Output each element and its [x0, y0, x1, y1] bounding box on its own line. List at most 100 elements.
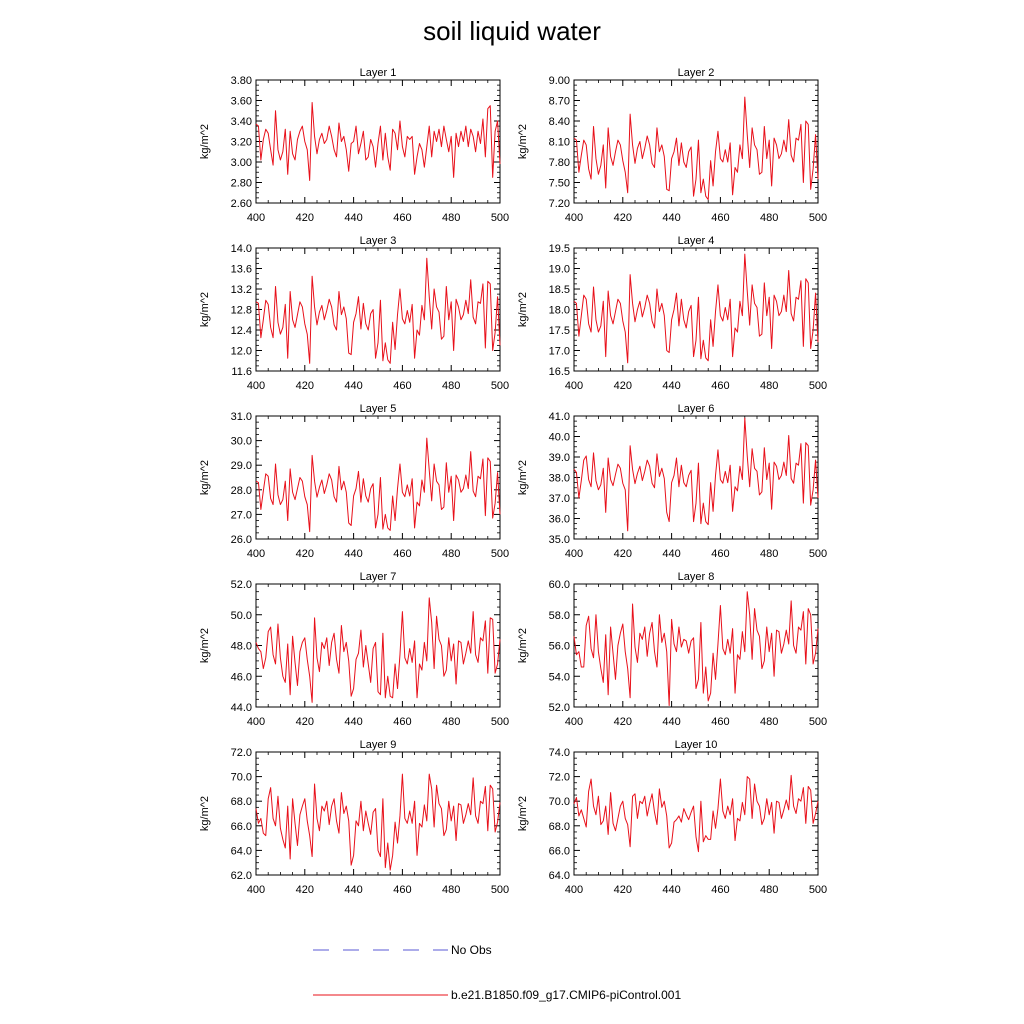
layer-3-panel: Layer 3 11.6 12.0 12.4 12.8 13.2 13.6 14.0 400 42… [199, 235, 509, 392]
layer-2-xtick-label: 420 [614, 212, 632, 224]
layer-8-ytick-label: 52.0 [549, 702, 570, 714]
layer-9-xtick-label: 480 [442, 884, 460, 896]
layer-6-ytick-label: 38.0 [549, 473, 570, 485]
layer-1-ytick-label: 3.80 [231, 75, 252, 87]
layer-8-xtick-label: 460 [711, 716, 729, 728]
layer-10-ytick-label: 72.0 [549, 772, 570, 784]
layer-5-xtick-label: 500 [491, 548, 509, 560]
layer-4-xtick-label: 480 [760, 380, 778, 392]
layer-6-ytick-label: 35.0 [549, 534, 570, 546]
layer-8-panel: Layer 8 52.0 54.0 56.0 58.0 60.0 400 420 440 460 4… [517, 571, 827, 728]
layer-7-ylabel: kg/m^2 [199, 628, 211, 663]
layer-4-xtick-label: 400 [565, 380, 583, 392]
layer-7-ytick-label: 44.0 [231, 702, 252, 714]
layer-7-xtick-label: 480 [442, 716, 460, 728]
layer-4-ylabel: kg/m^2 [517, 292, 529, 327]
layer-3-ytick-label: 12.8 [231, 305, 252, 317]
layer-4-ytick-label: 19.5 [549, 243, 570, 255]
layer-1-xtick-label: 400 [247, 212, 265, 224]
layer-5-frame [255, 415, 501, 540]
layer-3-xtick-label: 400 [247, 380, 265, 392]
layer-3-ytick-label: 14.0 [231, 243, 252, 255]
layer-9-ytick-label: 62.0 [231, 870, 252, 882]
layer-2-frame [573, 79, 819, 204]
layer-4-title: Layer 4 [678, 235, 715, 247]
layer-5-ylabel: kg/m^2 [199, 460, 211, 495]
layer-5-xtick-label: 480 [442, 548, 460, 560]
layer-1-ytick-label: 2.60 [231, 198, 252, 210]
layer-7-panel: Layer 7 44.0 46.0 48.0 50.0 52.0 400 420 440 460 4… [199, 571, 509, 728]
layer-4-panel: Layer 4 16.5 17.0 17.5 18.0 18.5 19.0 19.5 400 42… [517, 235, 827, 392]
layer-8-xtick-label: 440 [662, 716, 680, 728]
layer-7-ytick-label: 46.0 [231, 671, 252, 683]
layer-2-title: Layer 2 [678, 67, 715, 79]
layer-1-series-line [255, 102, 501, 181]
layer-3-ytick-label: 12.0 [231, 346, 252, 358]
layer-2-xtick-label: 460 [711, 212, 729, 224]
layer-2-ytick-label: 7.80 [549, 157, 570, 169]
layer-3-ytick-label: 13.6 [231, 264, 252, 276]
layer-1-xtick-label: 460 [393, 212, 411, 224]
layer-10-xtick-label: 400 [565, 884, 583, 896]
layer-4-ytick-label: 17.5 [549, 325, 570, 337]
legend-no-obs-label: No Obs [451, 943, 492, 957]
layer-7-xtick-label: 400 [247, 716, 265, 728]
layer-2-ytick-label: 7.50 [549, 178, 570, 190]
layer-3-series-line [255, 257, 501, 364]
layer-10-ylabel: kg/m^2 [517, 796, 529, 831]
layer-5-xtick-label: 400 [247, 548, 265, 560]
layer-2-ylabel: kg/m^2 [517, 124, 529, 159]
layer-1-title: Layer 1 [360, 67, 397, 79]
layer-8-ytick-label: 56.0 [549, 641, 570, 653]
layer-5-title: Layer 5 [360, 403, 397, 415]
layer-10-frame [573, 751, 819, 876]
layer-10-series-line [573, 774, 819, 853]
layer-1-xtick-label: 420 [296, 212, 314, 224]
layer-5-ytick-label: 29.0 [231, 460, 252, 472]
layer-3-ytick-label: 11.6 [231, 366, 252, 378]
layer-1-ytick-label: 3.40 [231, 116, 252, 128]
panels-group: Layer 1 2.60 2.80 3.00 3.20 3.40 3.60 3.80 400 42… [199, 67, 827, 896]
legend: No Obs b.e21.B1850.f09_g17.CMIP6-piContr… [313, 943, 681, 1002]
layer-10-ytick-label: 68.0 [549, 821, 570, 833]
layer-1-ytick-label: 3.20 [231, 137, 252, 149]
layer-10-xtick-label: 420 [614, 884, 632, 896]
layer-6-ytick-label: 39.0 [549, 452, 570, 464]
layer-6-ytick-label: 37.0 [549, 493, 570, 505]
layer-9-ytick-label: 66.0 [231, 821, 252, 833]
layer-5-ytick-label: 28.0 [231, 485, 252, 497]
layer-9-xtick-label: 440 [344, 884, 362, 896]
layer-6-panel: Layer 6 35.0 36.0 37.0 38.0 39.0 40.0 41.0 400 42… [517, 403, 827, 560]
layer-4-ytick-label: 19.0 [549, 264, 570, 276]
layer-10-ytick-label: 70.0 [549, 796, 570, 808]
layer-6-title: Layer 6 [678, 403, 715, 415]
layer-1-xtick-label: 500 [491, 212, 509, 224]
layer-9-ytick-label: 70.0 [231, 772, 252, 784]
layer-1-ytick-label: 2.80 [231, 178, 252, 190]
layer-10-ytick-label: 74.0 [549, 747, 570, 759]
layer-7-title: Layer 7 [360, 571, 397, 583]
layer-8-title: Layer 8 [678, 571, 715, 583]
layer-7-ytick-label: 48.0 [231, 641, 252, 653]
layer-6-ytick-label: 36.0 [549, 514, 570, 526]
layer-2-xtick-label: 400 [565, 212, 583, 224]
layer-5-ytick-label: 30.0 [231, 436, 252, 448]
layer-6-xtick-label: 460 [711, 548, 729, 560]
layer-10-title: Layer 10 [675, 739, 718, 751]
layer-5-ytick-label: 31.0 [231, 411, 252, 423]
layer-1-xtick-label: 440 [344, 212, 362, 224]
layer-3-xtick-label: 440 [344, 380, 362, 392]
layer-10-ytick-label: 66.0 [549, 845, 570, 857]
layer-6-series-line [573, 417, 819, 532]
layer-2-ytick-label: 8.40 [549, 116, 570, 128]
figure-title: soil liquid water [423, 16, 601, 46]
layer-10-xtick-label: 500 [809, 884, 827, 896]
layer-3-xtick-label: 420 [296, 380, 314, 392]
layer-7-series-line [255, 597, 501, 703]
layer-5-panel: Layer 5 26.0 27.0 28.0 29.0 30.0 31.0 400 420 440… [199, 403, 509, 560]
layer-8-ytick-label: 60.0 [549, 579, 570, 591]
layer-4-xtick-label: 420 [614, 380, 632, 392]
layer-9-xtick-label: 460 [393, 884, 411, 896]
layer-7-ytick-label: 50.0 [231, 610, 252, 622]
